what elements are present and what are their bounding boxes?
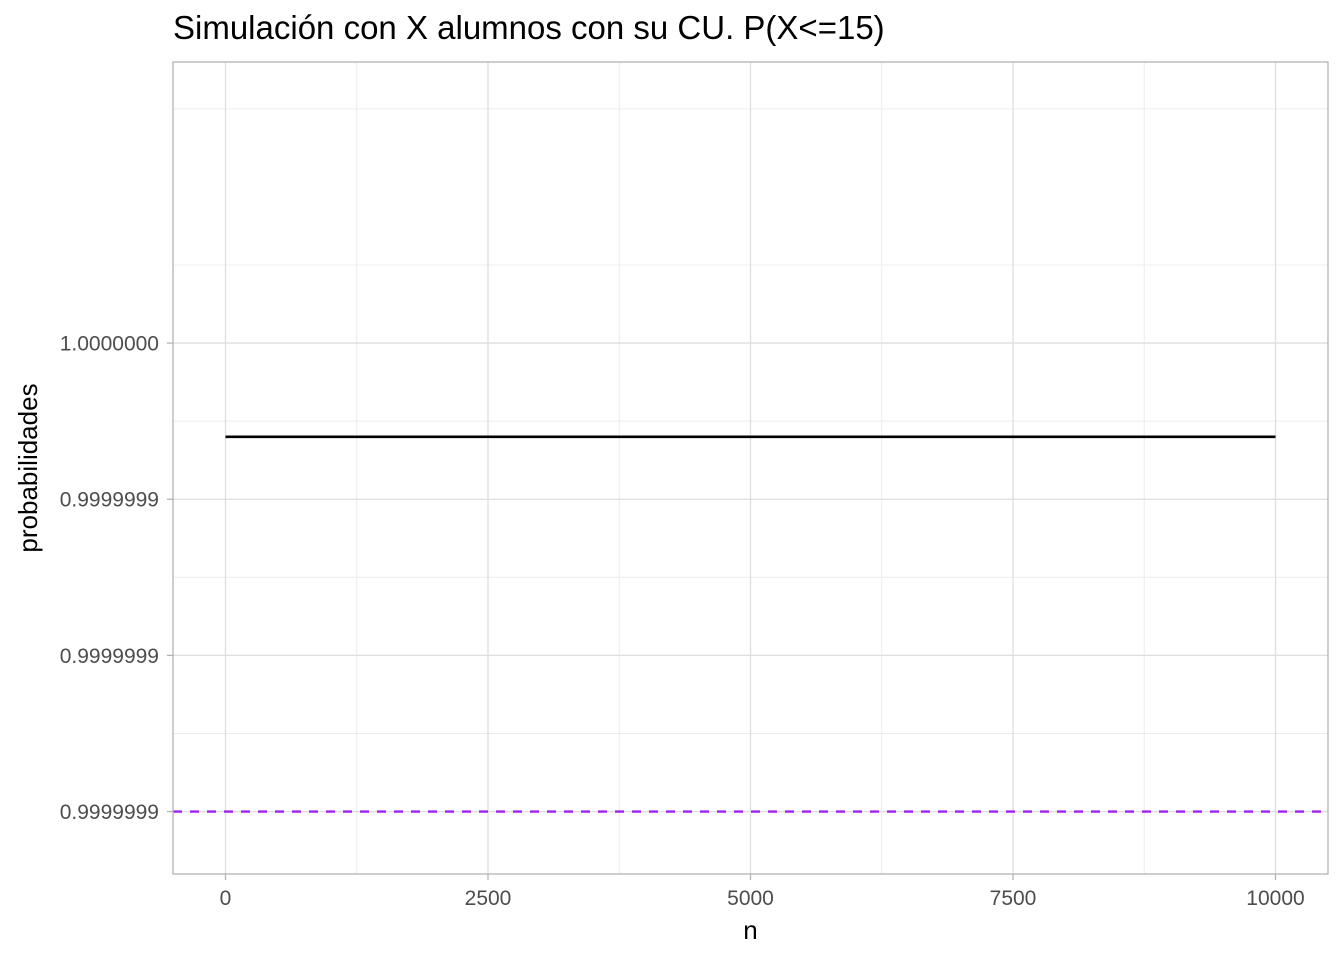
x-tick-label: 0 — [220, 887, 232, 910]
y-tick-label: 0.9999999 — [60, 801, 159, 824]
grid-major — [173, 62, 1328, 874]
chart-title: Simulación con X alumnos con su CU. P(X<… — [173, 9, 885, 46]
x-axis-title: n — [743, 915, 757, 945]
y-tick-label: 0.9999999 — [60, 489, 159, 512]
x-tick-label: 2500 — [465, 887, 512, 910]
y-axis-ticks: 0.9999999 0.9999999 0.9999999 1.0000000 — [60, 333, 173, 824]
x-tick-label: 7500 — [990, 887, 1037, 910]
x-tick-label: 10000 — [1246, 887, 1304, 910]
y-axis-title: probabilidades — [13, 383, 43, 552]
y-tick-label: 0.9999999 — [60, 645, 159, 668]
x-tick-label: 5000 — [727, 887, 774, 910]
y-tick-label: 1.0000000 — [60, 333, 159, 356]
x-axis-ticks: 0 2500 5000 7500 10000 — [220, 874, 1305, 910]
